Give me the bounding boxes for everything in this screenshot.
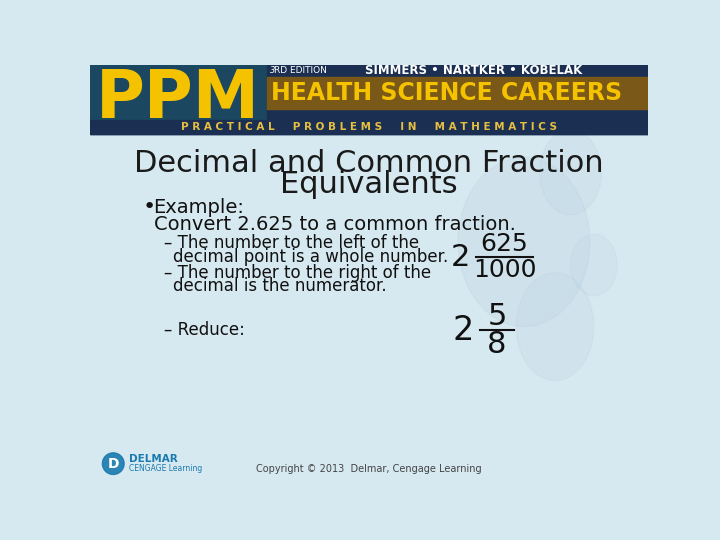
Text: Decimal and Common Fraction: Decimal and Common Fraction bbox=[134, 149, 604, 178]
Text: P R A C T I C A L     P R O B L E M S     I N     M A T H E M A T I C S: P R A C T I C A L P R O B L E M S I N M … bbox=[181, 122, 557, 132]
Text: Convert 2.625 to a common fraction.: Convert 2.625 to a common fraction. bbox=[153, 215, 516, 234]
Text: HEALTH SCIENCE CAREERS: HEALTH SCIENCE CAREERS bbox=[271, 82, 623, 105]
Text: •: • bbox=[143, 197, 156, 217]
Ellipse shape bbox=[539, 130, 601, 215]
Bar bbox=[90, 120, 648, 134]
Text: PPM: PPM bbox=[96, 66, 260, 132]
Text: 1000: 1000 bbox=[473, 258, 536, 282]
Text: Example:: Example: bbox=[153, 198, 244, 217]
Circle shape bbox=[102, 453, 124, 475]
Text: 2: 2 bbox=[452, 314, 474, 347]
Text: DELMAR: DELMAR bbox=[129, 454, 178, 464]
Bar bbox=[90, 134, 648, 481]
Text: D: D bbox=[107, 457, 119, 471]
Text: 5: 5 bbox=[487, 302, 507, 331]
Text: 625: 625 bbox=[481, 232, 528, 256]
Text: 8: 8 bbox=[487, 330, 507, 359]
Text: – The number to the right of the: – The number to the right of the bbox=[163, 264, 431, 282]
Text: Copyright © 2013  Delmar, Cengage Learning: Copyright © 2013 Delmar, Cengage Learnin… bbox=[256, 464, 482, 474]
Text: decimal is the numerator.: decimal is the numerator. bbox=[173, 277, 387, 295]
Text: – Reduce:: – Reduce: bbox=[163, 321, 245, 340]
Text: 3: 3 bbox=[270, 66, 275, 75]
Text: Equivalents: Equivalents bbox=[280, 170, 458, 199]
Text: decimal point is a whole number.: decimal point is a whole number. bbox=[173, 247, 448, 266]
Ellipse shape bbox=[516, 273, 594, 381]
Bar bbox=[266, 77, 648, 110]
Bar bbox=[90, 65, 648, 134]
Bar bbox=[90, 65, 648, 134]
Text: SIMMERS • NARTKER • KOBELAK: SIMMERS • NARTKER • KOBELAK bbox=[365, 64, 582, 77]
Ellipse shape bbox=[570, 234, 617, 296]
Text: CENGAGE Learning: CENGAGE Learning bbox=[129, 464, 202, 473]
Text: – The number to the left of the: – The number to the left of the bbox=[163, 234, 419, 252]
Text: RD EDITION: RD EDITION bbox=[274, 66, 328, 76]
Text: 2: 2 bbox=[451, 243, 469, 272]
Ellipse shape bbox=[458, 157, 590, 327]
Bar bbox=[266, 65, 648, 120]
